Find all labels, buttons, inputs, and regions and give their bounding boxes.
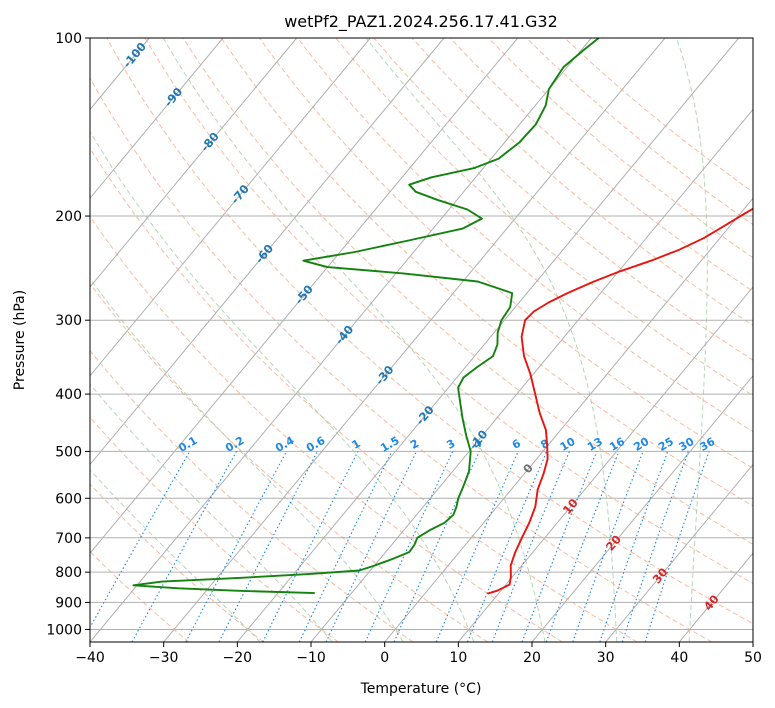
moist-adiabat-line [162,38,546,642]
isotherm-line [90,38,298,288]
dry-adiabat-line [258,38,753,470]
isotherm-line [90,38,592,642]
moist-adiabat-line [90,383,333,642]
isotherm-line [236,38,740,642]
y-tick-label: 500 [55,444,82,460]
y-tick-label: 800 [55,565,82,581]
isotherm-line [90,38,224,200]
axes: −40 −30 −20 −10 0 10 20 30 40 50 100 200 300 400 500 60… [46,31,762,666]
isotherm-line [531,374,753,642]
x-tick-label: −10 [296,650,326,666]
y-axis-label: Pressure (hPa) [12,290,28,390]
isotherm-line [90,38,371,377]
y-tick-label: 100 [55,31,82,47]
dry-adiabat-line [90,77,712,642]
mixing-ratio-line [185,451,288,642]
x-tick-label: −30 [149,650,179,666]
mixing-ratio-line [621,451,689,642]
x-tick-label: 40 [670,650,688,666]
dry-adiabat-line [90,215,563,642]
y-tick-label: 900 [55,595,82,611]
mixing-ratio-line [466,451,548,642]
isotherm-line [90,38,445,466]
x-axis-label: Temperature (°C) [360,681,482,697]
mixing-ratio-line [262,451,359,642]
x-tick-label: 10 [449,650,467,666]
x-tick-label: −40 [75,650,105,666]
mixing-ratio-line [521,451,598,642]
y-tick-label: 200 [55,209,82,225]
dry-adiabat-line [297,38,753,433]
plot-frame [89,37,754,643]
y-tick-label: 700 [55,531,82,547]
mixing-ratio-line [435,451,519,642]
x-tick-label: 0 [380,650,389,666]
isotherm-line [90,38,519,555]
plot-area: 0.1 0.2 0.4 0.6 1 1.5 2 3 4 6 8 10 13 16 20 25 30 36-100-… [90,38,753,642]
mixing-ratio-line [644,451,710,642]
dry-adiabat-line [373,38,753,361]
x-tick-label: 30 [597,650,615,666]
dry-adiabat-line [144,38,753,585]
mixing-ratio-line [131,451,238,642]
temperature-profile-line [487,207,753,595]
x-tick-label: −20 [223,650,253,666]
x-tick-label: 50 [744,650,762,666]
dry-adiabat-line [411,38,753,327]
dry-adiabat-line [90,147,638,642]
y-tick-label: 1000 [46,622,82,638]
mixing-ratio-line [572,451,644,642]
chart-title: wetPf2_PAZ1.2024.256.17.41.G32 [284,12,558,32]
mixing-ratio-line [599,451,669,642]
y-tick-label: 600 [55,491,82,507]
x-tick-label: 20 [523,650,541,666]
moist-adiabat-line [90,277,404,642]
mixing-ratio-line [545,451,620,642]
isotherm-line [163,38,666,642]
moist-adiabat-line [90,130,475,642]
isotherm-line [384,197,753,642]
y-tick-label: 300 [55,313,82,329]
isotherm-line [457,286,753,642]
dewpoint-profile-line [132,38,600,595]
mixing-ratio-line [491,451,570,642]
dry-adiabat-line [90,283,488,642]
mixing-ratio-line [90,451,191,629]
isotherm-line [605,463,753,642]
dry-adiabat-line [106,38,753,625]
isotherm-line [310,108,753,642]
y-tick-label: 400 [55,387,82,403]
dry-adiabat-line [90,483,264,642]
moist-adiabat-line [676,38,708,642]
